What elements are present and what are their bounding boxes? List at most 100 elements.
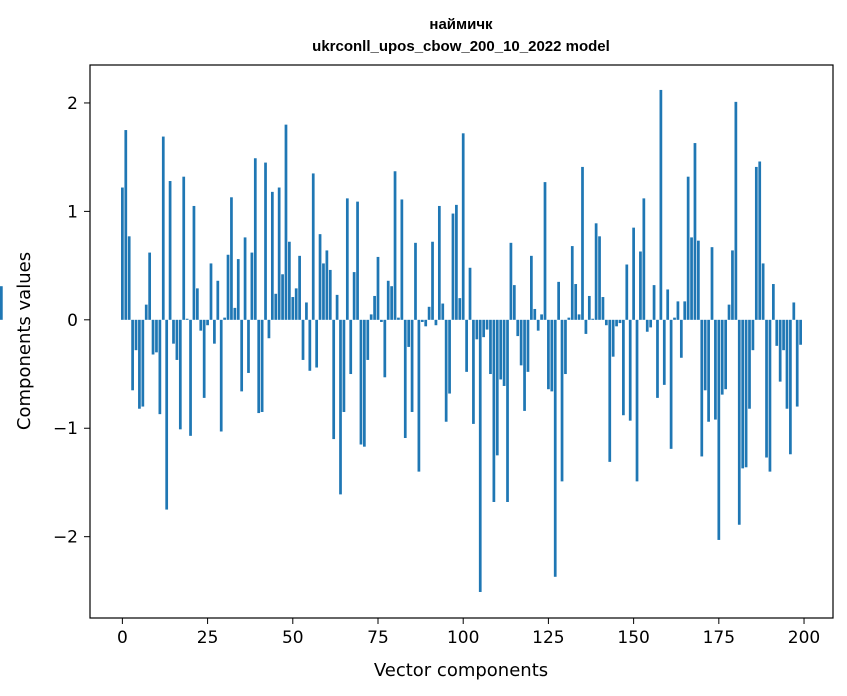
bar-147 (622, 319, 625, 416)
bar-94 (441, 303, 445, 320)
bar-7 (144, 304, 148, 320)
bar-27 (213, 319, 216, 344)
bar-96 (448, 319, 451, 394)
bar-9 (151, 319, 155, 355)
bar-169 (697, 240, 700, 320)
bar-66 (345, 198, 349, 320)
bar-116 (516, 319, 520, 337)
bar-76 (380, 319, 383, 322)
bar-195 (785, 319, 789, 409)
bar-123 (540, 314, 543, 320)
bar-23 (199, 319, 203, 331)
bar-65 (342, 319, 346, 412)
bar-90 (427, 306, 431, 320)
bar-80 (393, 171, 397, 320)
x-tick-label: 200 (788, 628, 820, 648)
bar-70 (359, 319, 363, 445)
bar-71 (363, 319, 366, 447)
bar-39 (253, 158, 257, 320)
bar-53 (301, 319, 305, 360)
bar-78 (386, 280, 390, 320)
bar-161 (669, 319, 673, 449)
bar-14 (168, 181, 172, 320)
bar-187 (758, 161, 762, 320)
bar-29 (219, 319, 223, 432)
bar-186 (754, 166, 758, 320)
bar-91 (431, 241, 434, 320)
bar-175 (717, 319, 721, 540)
bar-199 (799, 319, 802, 345)
bar-154 (645, 319, 649, 332)
bar-183 (744, 319, 748, 468)
bar-129 (560, 319, 564, 482)
x-tick-label: 175 (703, 628, 735, 648)
bar-69 (356, 201, 359, 320)
bar-151 (635, 319, 639, 482)
bar-22 (195, 288, 199, 320)
bar-121 (533, 308, 537, 320)
x-tick-label: 50 (282, 628, 304, 648)
bar-61 (328, 269, 332, 320)
bar-43 (267, 319, 271, 339)
bar-182 (741, 319, 745, 469)
bar-141 (601, 297, 605, 320)
bar-192 (775, 319, 779, 346)
bar-63 (335, 294, 339, 320)
bar-156 (652, 285, 656, 320)
bar-132 (570, 246, 574, 320)
bar-60 (325, 250, 329, 320)
bar-0 (121, 187, 124, 320)
bar-33 (233, 307, 237, 320)
bar-149 (628, 319, 632, 421)
bar-68 (352, 272, 356, 320)
bar-34 (236, 259, 240, 320)
bar-28 (216, 280, 220, 320)
bar-120 (530, 255, 533, 320)
bar-127 (553, 319, 557, 577)
bar-107 (485, 319, 489, 330)
x-tick-label: 100 (447, 628, 479, 648)
bar-133 (574, 284, 578, 320)
bar-20 (189, 319, 192, 436)
bar-77 (383, 319, 387, 378)
bar-57 (315, 319, 319, 368)
bar-46 (277, 187, 281, 320)
bar-56 (311, 173, 315, 320)
bar-198 (795, 319, 799, 407)
bar-24 (202, 319, 206, 398)
plot-area-frame (89, 64, 834, 619)
bar-111 (499, 319, 503, 380)
bar-79 (390, 286, 393, 320)
bar-164 (679, 319, 683, 358)
bar-undefined (0, 286, 3, 320)
bar-11 (158, 319, 162, 415)
bar-170 (700, 319, 704, 457)
bar-105 (478, 319, 482, 592)
bar-41 (260, 319, 264, 412)
bar-5 (138, 319, 141, 409)
bar-142 (604, 319, 608, 326)
bar-184 (748, 319, 751, 409)
bar-93 (437, 205, 441, 320)
y-axis-label: Components values (14, 252, 35, 430)
bar-18 (182, 176, 186, 320)
bar-8 (148, 252, 152, 320)
bar-108 (489, 319, 492, 375)
bar-40 (257, 319, 261, 414)
bar-190 (768, 319, 772, 472)
x-axis-label: Vector components (374, 660, 548, 681)
bar-138 (591, 318, 595, 320)
bar-174 (714, 319, 717, 420)
bar-51 (294, 288, 298, 320)
bar-2 (127, 236, 131, 320)
x-tick-label: 75 (367, 628, 389, 648)
bar-185 (751, 319, 755, 351)
bar-158 (659, 89, 663, 320)
y-tick-label: −2 (53, 528, 78, 548)
bar-109 (492, 319, 496, 502)
bar-37 (247, 319, 250, 373)
bar-139 (594, 223, 598, 320)
x-tick-label: 0 (117, 628, 128, 648)
bar-35 (240, 319, 244, 392)
bar-177 (724, 319, 728, 390)
